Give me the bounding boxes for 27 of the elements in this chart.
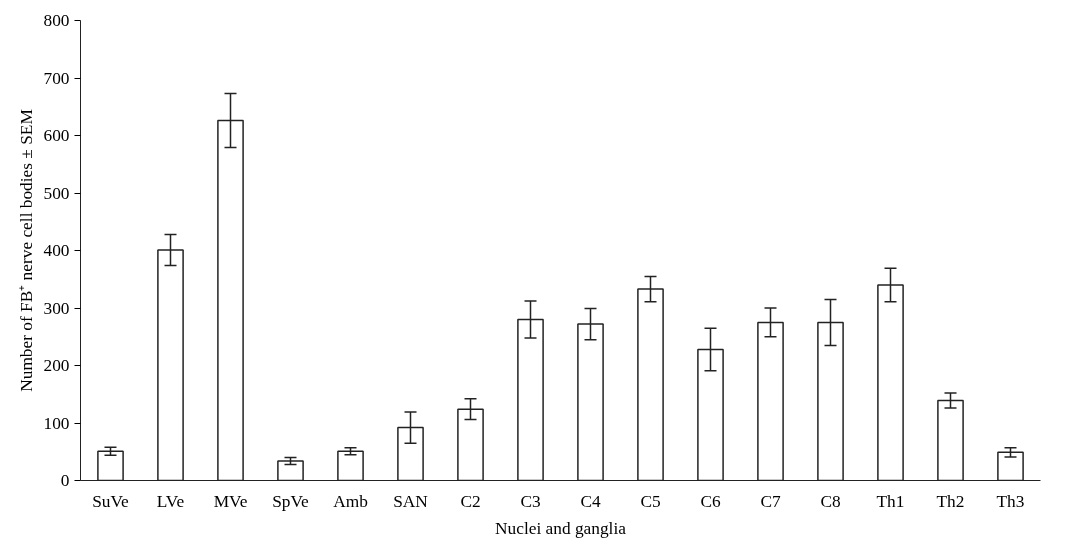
x-tick-label: Th1 — [876, 491, 905, 511]
x-tick-label: C4 — [580, 491, 601, 511]
y-tick-label: 700 — [43, 68, 70, 88]
x-tick-label: Th3 — [996, 491, 1025, 511]
y-tick-label: 400 — [43, 241, 70, 260]
x-tick-label: SpVe — [272, 491, 310, 511]
x-tick-label: C2 — [460, 491, 481, 511]
x-axis-title: Nuclei and ganglia — [495, 518, 627, 538]
x-tick-label: SuVe — [92, 491, 130, 511]
y-tick-label: 100 — [43, 413, 70, 433]
x-tick-label: C3 — [520, 491, 541, 511]
y-tick-label: 500 — [43, 183, 70, 203]
x-tick-label: C8 — [820, 491, 841, 511]
x-tick-label: Th2 — [936, 491, 965, 511]
x-tick-label: LVe — [156, 491, 185, 511]
x-tick-label: C5 — [640, 491, 661, 511]
x-tick-label: C6 — [700, 491, 721, 511]
y-tick-label: 800 — [43, 11, 70, 30]
y-tick-label: 300 — [43, 298, 70, 318]
y-tick-label: 0 — [60, 471, 70, 490]
x-tick-label: C7 — [760, 491, 781, 511]
y-tick-label: 200 — [43, 356, 70, 375]
x-tick-label: MVe — [213, 491, 248, 511]
y-tick-label: 600 — [43, 126, 70, 145]
x-tick-label: Amb — [333, 491, 368, 511]
y-axis-title: Number of FB⁺ nerve cell bodies ± SEM — [16, 109, 36, 392]
x-tick-label: SAN — [393, 491, 429, 511]
